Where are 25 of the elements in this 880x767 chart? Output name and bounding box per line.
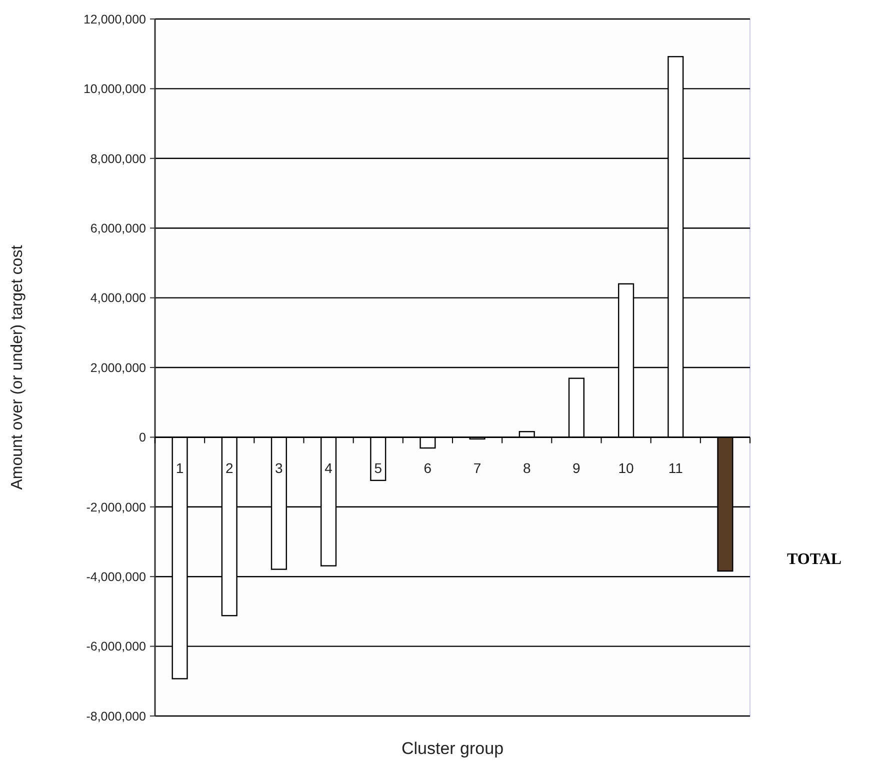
x-tick-label: 9 [572, 460, 581, 476]
y-tick-label: 12,000,000 [83, 12, 146, 26]
x-tick-label: 7 [473, 460, 482, 476]
x-tick-label: 8 [522, 460, 531, 476]
y-tick-label: 10,000,000 [83, 82, 146, 96]
y-axis-title: Amount over (or under) target cost [9, 244, 26, 490]
y-tick-label: -4,000,000 [86, 570, 146, 584]
y-tick-label: -8,000,000 [86, 709, 146, 724]
y-tick-label: 8,000,000 [90, 152, 146, 166]
x-tick-label: 11 [668, 460, 684, 476]
x-tick-label: 10 [618, 460, 634, 476]
y-tick-label: 2,000,000 [90, 360, 146, 375]
text: TOTAL [787, 551, 842, 568]
y-tick-label: -6,000,000 [86, 640, 146, 654]
x-tick-label: 5 [374, 460, 382, 476]
x-tick-label: 6 [424, 460, 432, 476]
x-tick-label: 4 [324, 460, 333, 476]
y-tick-label: 4,000,000 [90, 291, 146, 306]
y-tick-label: 6,000,000 [90, 221, 146, 236]
x-tick-label: 1 [176, 460, 184, 476]
x-tick-label: 3 [275, 460, 284, 476]
y-tick-label: 0 [139, 430, 146, 445]
x-axis-title: Cluster group [401, 739, 504, 758]
y-tick-label: -2,000,000 [86, 500, 146, 514]
x-tick-label: 2 [225, 460, 234, 476]
